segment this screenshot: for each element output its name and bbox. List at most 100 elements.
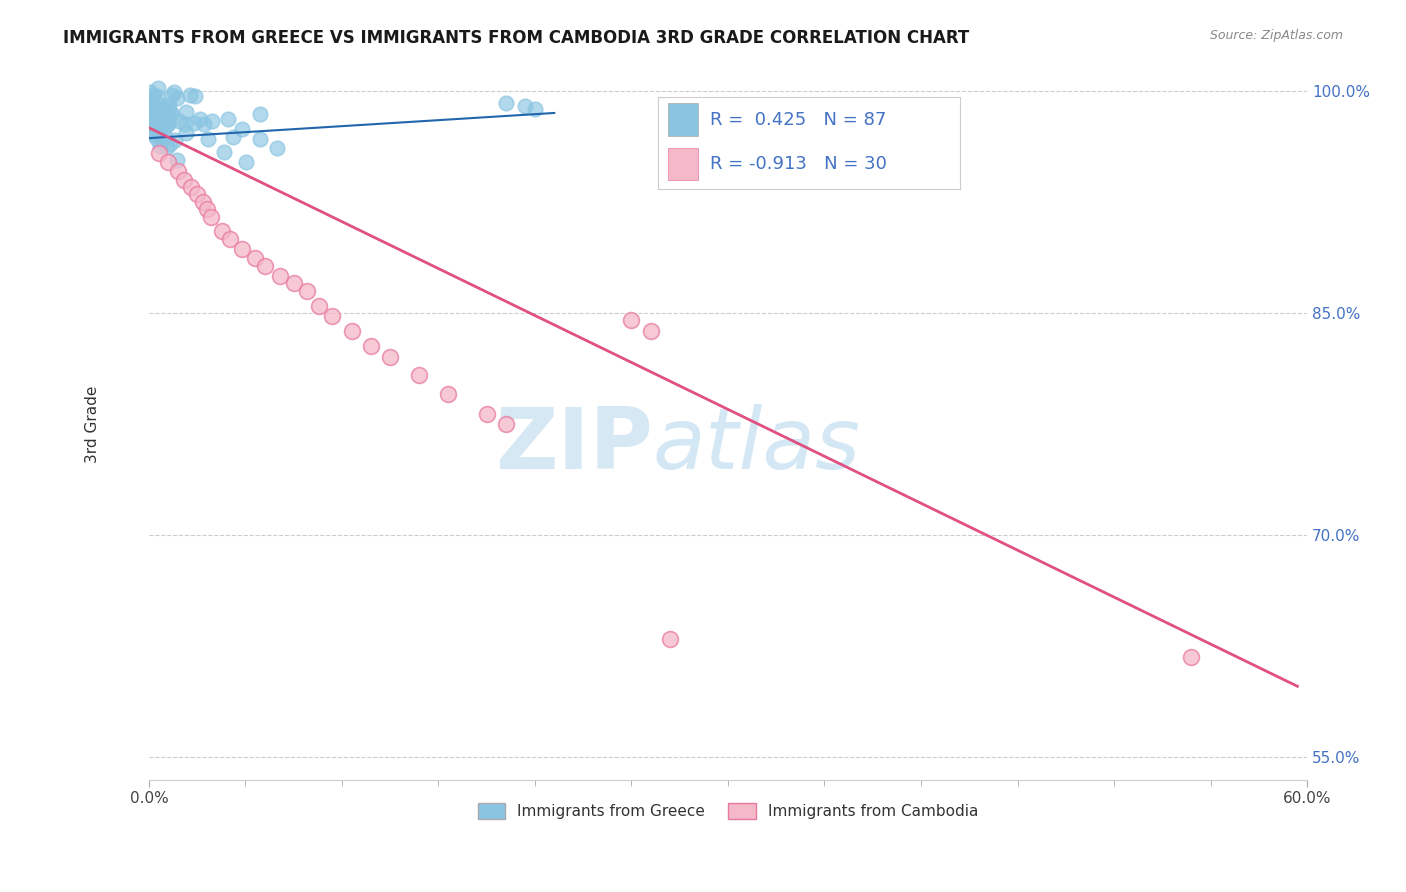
Point bbox=[155, 120, 177, 135]
Point bbox=[141, 123, 163, 137]
Point bbox=[146, 89, 169, 103]
Y-axis label: 3rd Grade: 3rd Grade bbox=[86, 385, 100, 463]
Point bbox=[166, 153, 188, 168]
Point bbox=[156, 106, 179, 120]
Point bbox=[620, 313, 643, 327]
Point bbox=[214, 145, 236, 159]
Point bbox=[295, 284, 318, 298]
Point bbox=[408, 368, 430, 383]
Point bbox=[142, 116, 165, 130]
Point bbox=[249, 107, 271, 121]
Point bbox=[188, 112, 211, 126]
Text: Source: ZipAtlas.com: Source: ZipAtlas.com bbox=[1209, 29, 1343, 42]
Point bbox=[156, 117, 179, 131]
Point bbox=[145, 112, 167, 126]
Point bbox=[142, 100, 165, 114]
Point bbox=[138, 108, 160, 122]
Point bbox=[266, 141, 288, 155]
Point bbox=[360, 338, 382, 352]
Point bbox=[153, 103, 176, 118]
Point bbox=[150, 119, 173, 133]
Point bbox=[159, 136, 181, 151]
Point bbox=[165, 133, 187, 147]
Point bbox=[157, 154, 180, 169]
Point bbox=[186, 187, 208, 202]
Point bbox=[148, 80, 170, 95]
Point bbox=[149, 130, 172, 145]
Point bbox=[197, 131, 219, 145]
Point bbox=[139, 123, 162, 137]
Point bbox=[163, 85, 186, 99]
Point bbox=[142, 115, 165, 129]
Point bbox=[475, 407, 498, 421]
Point bbox=[157, 115, 180, 129]
Point bbox=[1180, 649, 1202, 664]
Point bbox=[159, 104, 181, 119]
Point bbox=[139, 93, 162, 107]
Point bbox=[148, 145, 170, 160]
Point bbox=[180, 180, 202, 194]
Point bbox=[145, 116, 167, 130]
Point bbox=[143, 128, 166, 142]
Point bbox=[157, 97, 180, 112]
Point bbox=[231, 242, 253, 256]
Point bbox=[201, 114, 224, 128]
Point bbox=[155, 140, 177, 154]
Point bbox=[231, 122, 253, 136]
Point bbox=[217, 112, 239, 127]
Point bbox=[139, 109, 162, 123]
Point bbox=[148, 128, 170, 142]
Point bbox=[174, 117, 197, 131]
Point bbox=[149, 113, 172, 128]
Point bbox=[150, 113, 173, 128]
Point bbox=[155, 101, 177, 115]
Point bbox=[523, 102, 546, 116]
Point bbox=[340, 324, 363, 338]
Point bbox=[145, 112, 167, 126]
Point bbox=[139, 85, 162, 99]
Point bbox=[152, 103, 174, 118]
Point bbox=[219, 232, 242, 246]
Point bbox=[243, 251, 266, 265]
Point bbox=[173, 172, 195, 186]
Point bbox=[174, 105, 197, 120]
Point bbox=[495, 95, 517, 110]
Point bbox=[167, 163, 190, 178]
Point bbox=[148, 124, 170, 138]
Point bbox=[139, 99, 162, 113]
Point bbox=[659, 632, 682, 646]
Point bbox=[515, 98, 537, 112]
Point bbox=[149, 119, 172, 133]
Point bbox=[152, 109, 174, 123]
Point bbox=[380, 351, 402, 365]
Point bbox=[211, 225, 233, 239]
Point bbox=[149, 138, 172, 153]
Point bbox=[174, 126, 197, 140]
Point bbox=[138, 114, 160, 128]
Text: IMMIGRANTS FROM GREECE VS IMMIGRANTS FROM CAMBODIA 3RD GRADE CORRELATION CHART: IMMIGRANTS FROM GREECE VS IMMIGRANTS FRO… bbox=[63, 29, 970, 46]
Legend: Immigrants from Greece, Immigrants from Cambodia: Immigrants from Greece, Immigrants from … bbox=[471, 797, 984, 825]
Point bbox=[145, 113, 167, 128]
Text: ZIP: ZIP bbox=[495, 404, 652, 487]
Point bbox=[640, 324, 662, 338]
Point bbox=[283, 277, 305, 291]
Point bbox=[183, 116, 205, 130]
Point bbox=[162, 106, 184, 120]
Point bbox=[146, 104, 169, 119]
Point bbox=[146, 112, 169, 127]
Point bbox=[148, 97, 170, 112]
Point bbox=[269, 268, 291, 283]
Point bbox=[145, 115, 167, 129]
Point bbox=[155, 112, 177, 126]
Point bbox=[167, 114, 190, 128]
Text: atlas: atlas bbox=[652, 404, 860, 487]
Point bbox=[146, 115, 169, 129]
Point bbox=[253, 259, 276, 273]
Point bbox=[437, 387, 460, 401]
Point bbox=[148, 111, 170, 125]
Point bbox=[149, 114, 172, 128]
Point bbox=[321, 309, 343, 323]
Point bbox=[143, 101, 166, 115]
Point bbox=[149, 103, 172, 117]
Point bbox=[235, 155, 257, 169]
